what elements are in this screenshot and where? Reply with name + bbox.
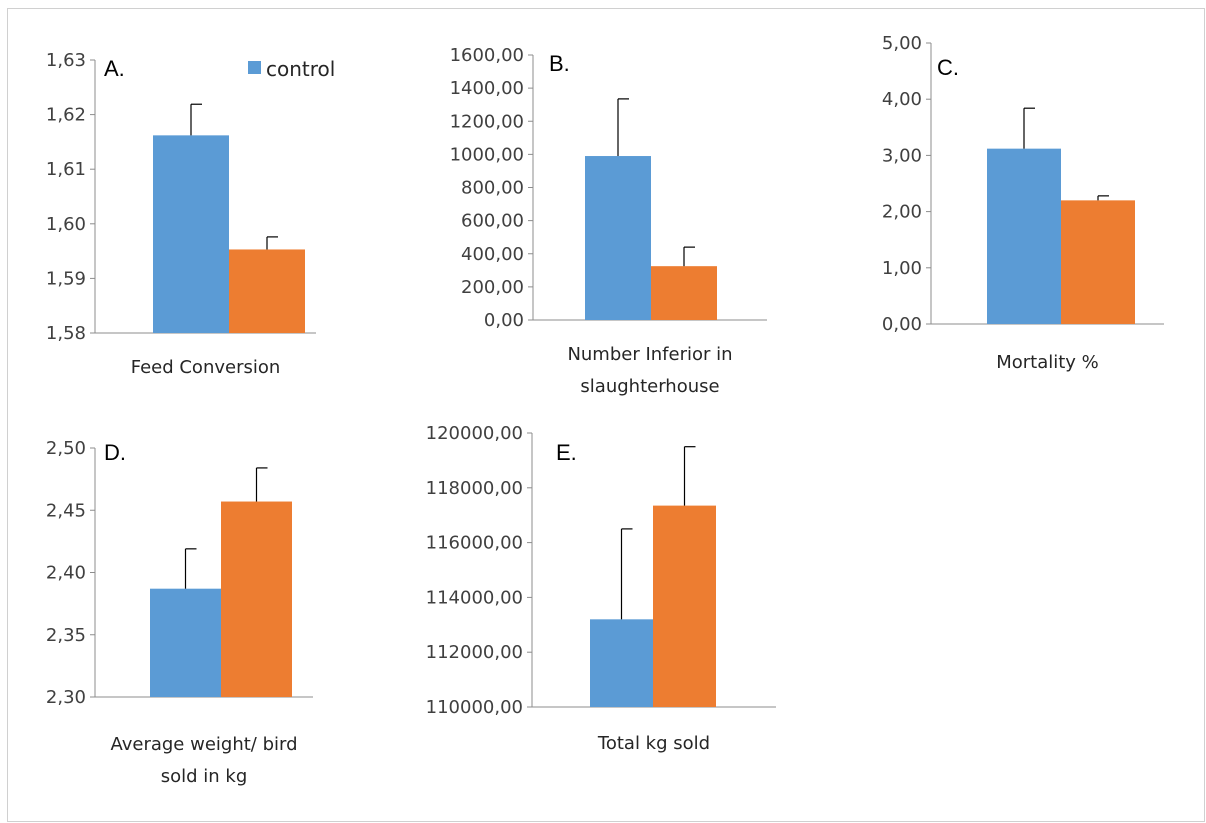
panel-c-y-tick-label: 0,00 xyxy=(882,314,922,335)
panel-d-x-label: sold in kg xyxy=(161,766,248,787)
panel-b-y-tick-label: 600,00 xyxy=(461,211,524,232)
panel-d-y-tick-label: 2,30 xyxy=(46,687,86,708)
panel-c-letter: C. xyxy=(937,55,959,80)
panel-b-y-tick-label: 0,00 xyxy=(484,310,524,331)
panel-b-y-tick-label: 1600,00 xyxy=(450,45,524,66)
panel-d-letter: D. xyxy=(104,440,126,465)
panel-c-y-tick-label: 2,00 xyxy=(882,202,922,223)
panel-d-y-tick-label: 2,35 xyxy=(46,625,86,646)
panel-a-y-tick-label: 1,59 xyxy=(46,268,86,289)
legend-swatch-control xyxy=(248,61,261,74)
panel-c-y-tick-label: 3,00 xyxy=(882,145,922,166)
panel-a-bar-treatment xyxy=(229,249,305,333)
panel-e-y-tick-label: 110000,00 xyxy=(426,697,523,718)
panel-b-bar-control xyxy=(585,156,651,320)
panel-e-x-label: Total kg sold xyxy=(597,733,710,754)
panel-a-x-label: Feed Conversion xyxy=(131,357,281,378)
panel-a-letter: A. xyxy=(104,56,125,81)
panel-e-y-tick-label: 112000,00 xyxy=(426,642,523,663)
panel-d-bar-control xyxy=(150,588,221,697)
panel-b-bar-treatment xyxy=(651,266,717,320)
panel-a-y-tick-label: 1,61 xyxy=(46,159,86,180)
panel-e-y-tick-label: 116000,00 xyxy=(426,533,523,554)
panel-b-x-label: Number Inferior in xyxy=(567,344,732,365)
panel-c-bar-treatment xyxy=(1061,200,1135,324)
panel-a-bar-control xyxy=(153,135,229,333)
panel-b-y-tick-label: 800,00 xyxy=(461,178,524,199)
panel-b-y-tick-label: 200,00 xyxy=(461,277,524,298)
legend-label-control: control xyxy=(266,57,335,81)
panel-b-letter: B. xyxy=(549,51,570,76)
panel-e-bar-treatment xyxy=(653,505,716,707)
panel-e-y-tick-label: 120000,00 xyxy=(426,423,523,444)
panel-c-y-tick-label: 4,00 xyxy=(882,89,922,110)
panel-d-y-tick-label: 2,50 xyxy=(46,438,86,459)
panel-e-y-tick-label: 118000,00 xyxy=(426,478,523,499)
panel-c-x-label: Mortality % xyxy=(996,352,1099,373)
panel-b-y-tick-label: 400,00 xyxy=(461,244,524,265)
panel-b-x-label: slaughterhouse xyxy=(580,376,719,397)
panel-b-y-tick-label: 1200,00 xyxy=(450,111,524,132)
panel-a-y-tick-label: 1,63 xyxy=(46,50,86,71)
panel-e-bar-control xyxy=(590,619,653,707)
panel-c-y-tick-label: 5,00 xyxy=(882,33,922,54)
panel-d-y-tick-label: 2,40 xyxy=(46,563,86,584)
panel-d-bar-treatment xyxy=(221,501,292,697)
panel-c-y-tick-label: 1,00 xyxy=(882,258,922,279)
panel-e-y-tick-label: 114000,00 xyxy=(426,587,523,608)
panel-c-bar-control xyxy=(987,148,1061,324)
panel-d-x-label: Average weight/ bird xyxy=(110,734,297,755)
panel-b-y-tick-label: 1400,00 xyxy=(450,78,524,99)
panel-a-y-tick-label: 1,62 xyxy=(46,105,86,126)
panel-e-letter: E. xyxy=(556,440,577,465)
panel-b-y-tick-label: 1000,00 xyxy=(450,144,524,165)
panel-a-y-tick-label: 1,60 xyxy=(46,214,86,235)
panel-a-y-tick-label: 1,58 xyxy=(46,323,86,344)
panel-d-y-tick-label: 2,45 xyxy=(46,500,86,521)
